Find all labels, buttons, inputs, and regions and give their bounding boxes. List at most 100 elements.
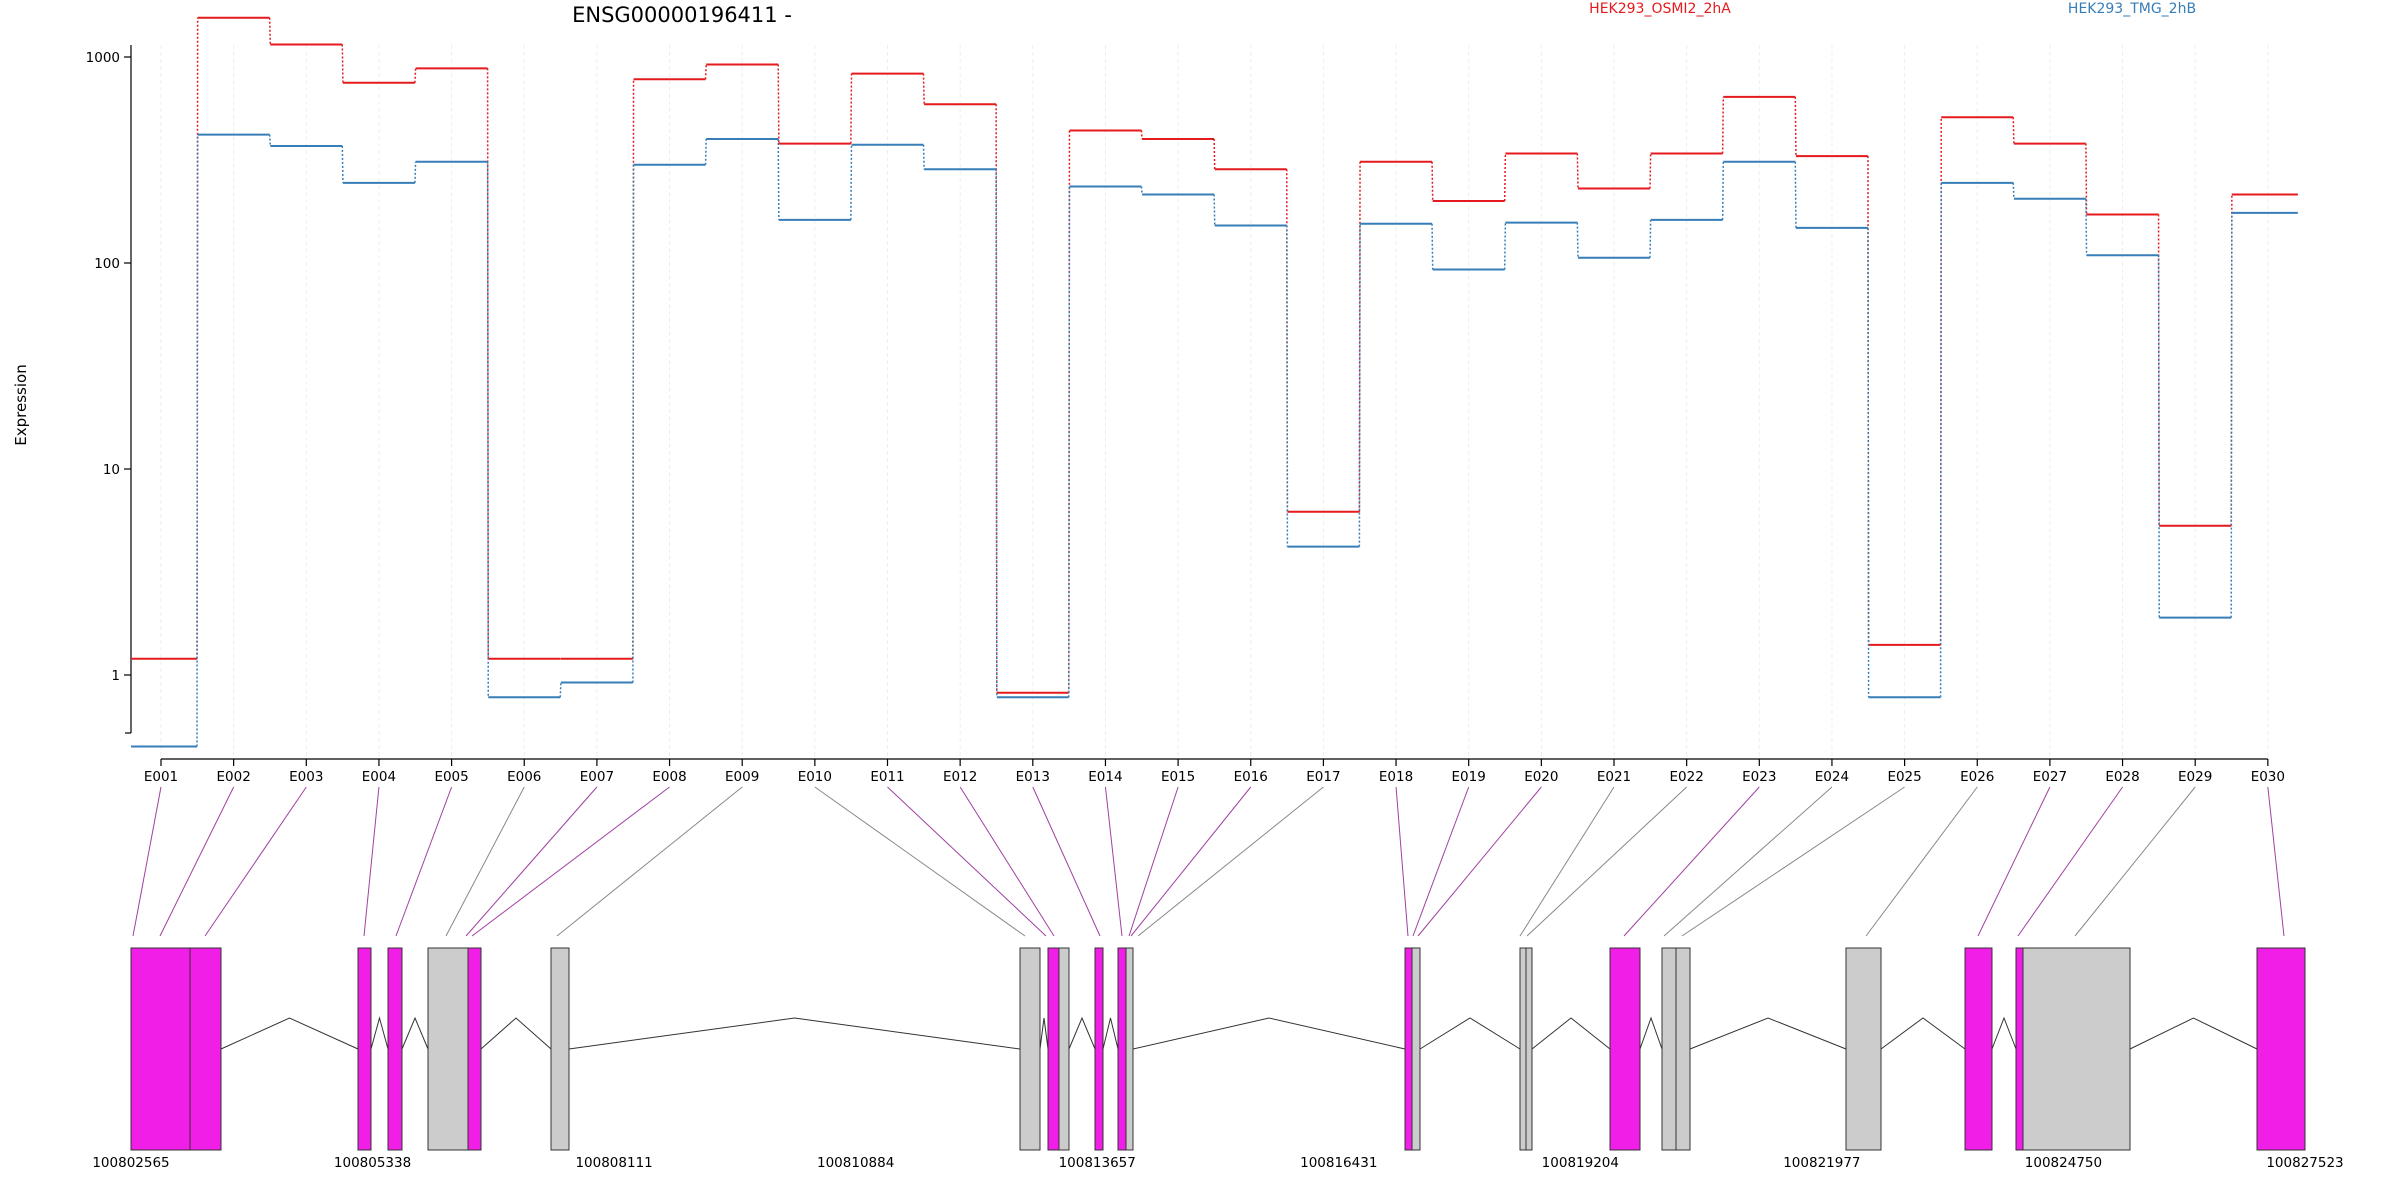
series-riser — [268, 17, 272, 45]
exon-block — [2022, 947, 2131, 1151]
exon-block — [550, 947, 570, 1151]
y-tick-label: 1000 — [86, 50, 120, 66]
x-tick-label: E011 — [870, 769, 904, 785]
x-tick-label: E024 — [1815, 769, 1849, 785]
series-1 — [131, 16, 2298, 694]
series-riser — [1431, 223, 1434, 270]
exon-block — [357, 947, 372, 1151]
exon-block — [387, 947, 403, 1151]
exon-connector — [1104, 786, 1123, 937]
exon-block — [1675, 947, 1691, 1151]
series-riser — [1794, 161, 1797, 228]
genomic-tick-label: 100819204 — [1542, 1155, 1619, 1171]
series-2 — [131, 133, 2298, 748]
series-riser — [777, 64, 780, 144]
exon-connector — [132, 786, 162, 937]
exon-block — [1609, 947, 1641, 1151]
exon-block — [1058, 947, 1070, 1151]
series-riser — [1576, 153, 1579, 189]
exon-connector — [1663, 786, 1833, 937]
exon-connector — [1623, 786, 1760, 937]
y-tick-label: 100 — [94, 256, 120, 272]
x-tick-label: E013 — [1016, 769, 1050, 785]
series-riser — [2012, 182, 2015, 199]
intron — [1132, 1017, 1406, 1050]
exon-connector — [1417, 786, 1542, 937]
exon-block — [1661, 947, 1677, 1151]
x-tick-label: E026 — [1960, 769, 1994, 785]
y-tick-label: 1 — [111, 668, 120, 684]
x-tick-label: E014 — [1088, 769, 1122, 785]
exon-connector — [814, 786, 1026, 937]
exon-block — [1525, 947, 1533, 1151]
series-riser — [850, 73, 853, 144]
x-tick-label: E006 — [507, 769, 541, 785]
exon-connector — [1412, 786, 1470, 937]
x-tick-label: E012 — [943, 769, 977, 785]
series-riser — [1068, 186, 1071, 698]
series-riser — [1503, 222, 1507, 270]
series-riser — [2012, 117, 2015, 144]
series-riser — [1576, 222, 1579, 258]
x-tick-label: E003 — [289, 769, 323, 785]
series-riser — [1431, 161, 1434, 202]
series-riser — [1649, 219, 1652, 258]
genomic-tick-label: 100813657 — [1059, 1155, 1136, 1171]
genomic-tick-label: 100824750 — [2025, 1155, 2102, 1171]
exon-connector — [959, 786, 1055, 937]
exon-connector — [1519, 786, 1615, 937]
genomic-tick-label: 100808111 — [575, 1155, 652, 1171]
legend-series-1: HEK293_OSMI2_2hA — [1589, 1, 1731, 17]
exon-connector — [556, 786, 743, 937]
intron — [1419, 1017, 1521, 1050]
exon-block — [130, 947, 191, 1151]
exons — [130, 947, 2306, 1151]
series-riser — [2230, 212, 2233, 618]
intron — [1102, 1017, 1119, 1050]
series-riser — [1503, 153, 1507, 201]
legend-series-2: HEK293_TMG_2hB — [2068, 1, 2196, 17]
series-riser — [414, 68, 417, 83]
series-riser — [1213, 194, 1216, 226]
series-lines — [131, 16, 2298, 748]
exon-block — [1845, 947, 1882, 1151]
series-riser — [850, 144, 853, 220]
intron — [1068, 1016, 1096, 1050]
exon-connector — [159, 786, 235, 937]
exon-block — [467, 947, 482, 1151]
x-tick-label: E004 — [362, 769, 396, 785]
exon-connector — [1128, 786, 1179, 937]
intron — [220, 1017, 359, 1050]
exon-connector — [204, 786, 307, 937]
x-axis: E001 E002 E003 E004 E005 E006 E007 E008 E009 E010… — [144, 758, 2285, 785]
series-riser — [1794, 96, 1797, 157]
genomic-tick-label: 100810884 — [817, 1155, 894, 1171]
series-riser — [922, 73, 925, 105]
x-tick-label: E018 — [1379, 769, 1413, 785]
vertical-gridlines — [160, 45, 2269, 759]
x-tick-label: E002 — [216, 769, 250, 785]
y-axis-label: Expression — [12, 364, 30, 445]
exon-block — [1019, 947, 1041, 1151]
x-tick-label: E025 — [1887, 769, 1921, 785]
series-riser — [486, 161, 489, 698]
x-tick-label: E007 — [580, 769, 614, 785]
x-tick-label: E019 — [1452, 769, 1486, 785]
exon-block — [2015, 947, 2024, 1151]
genomic-coordinate-axis: 100802565 100805338 100808111 100810884 1008… — [92, 1155, 2343, 1171]
exon-connector — [1681, 786, 1905, 937]
x-tick-label: E027 — [2033, 769, 2067, 785]
x-tick-label: E008 — [652, 769, 686, 785]
series-riser — [268, 134, 272, 146]
series-riser — [559, 682, 562, 698]
exon-connector — [1977, 786, 2051, 937]
intron — [1639, 1016, 1663, 1050]
genomic-tick-label: 100821977 — [1783, 1155, 1860, 1171]
x-tick-label: E005 — [434, 769, 468, 785]
series-riser — [196, 134, 199, 747]
series-riser — [922, 144, 925, 170]
x-tick-label: E029 — [2178, 769, 2212, 785]
intron — [1039, 1017, 1049, 1050]
genomic-tick-label: 100827523 — [2266, 1155, 2343, 1171]
y-tick-label: 10 — [103, 462, 120, 478]
